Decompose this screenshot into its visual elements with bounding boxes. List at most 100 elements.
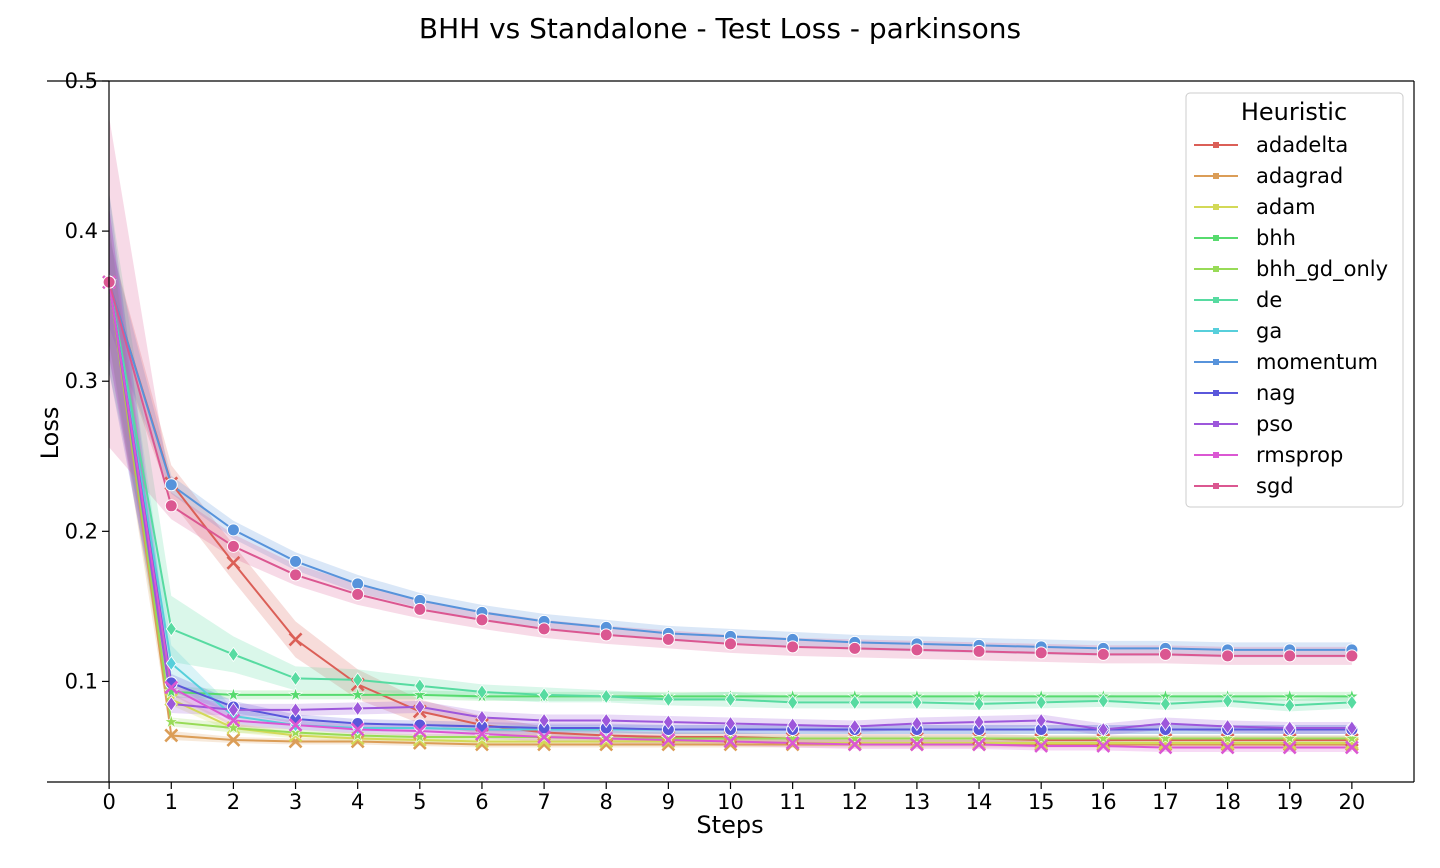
point-de-10 [725,691,736,708]
x-tick-label: 6 [475,790,488,814]
y-axis-label: Loss [36,407,64,460]
legend-item-adagrad: adagrad [1194,164,1343,188]
point-rmsprop-19 [1282,740,1297,755]
point-de-7 [538,687,550,703]
point-bhh-gd-only-15 [1033,730,1049,745]
point-sgd-5 [413,602,427,616]
point-momentum-1 [164,478,178,492]
point-bhh-gd-only-18 [1220,730,1236,745]
legend-swatch-marker [1213,142,1219,148]
point-bhh-gd-only-17 [1157,730,1174,745]
point-sgd-16 [1096,647,1110,661]
point-pso-5 [414,699,426,715]
x-tick-label: 7 [537,790,550,814]
point-rmsprop-20 [1344,740,1359,755]
legend-item-bhh-gd-only: bhh_gd_only [1194,257,1388,282]
y-axis-ticks: 0.1 0.2 0.3 0.4 0.5 [65,69,109,693]
point-de-8 [600,688,612,705]
x-tick-label: 16 [1090,790,1117,814]
x-tick-label: 3 [289,790,302,814]
x-tick-label: 11 [779,790,806,814]
x-tick-label: 15 [1028,790,1055,814]
point-adam-15 [1034,736,1049,750]
legend-box [1185,92,1404,508]
line-sgd [108,281,1352,657]
point-pso-9 [662,714,674,730]
point-adam-18 [1220,736,1235,750]
point-de-9 [662,691,674,708]
legend-label: bhh_gd_only [1256,257,1388,282]
legend-item-nag: nag [1194,381,1296,405]
point-sgd-10 [724,637,737,651]
x-tick-label: 18 [1214,790,1241,814]
legend-item-adadelta: adadelta [1194,133,1348,157]
band-momentum [109,237,1352,658]
x-tick-label: 10 [717,790,744,814]
point-de-19 [1284,697,1296,714]
point-sgd-3 [289,568,303,582]
point-adagrad-1 [164,728,179,743]
legend-swatch-marker [1213,328,1219,334]
point-rmsprop-9 [661,733,676,747]
point-rmsprop-2 [226,713,241,728]
point-de-2 [227,646,239,663]
legend-label: adam [1256,195,1316,219]
point-pso-2 [227,702,239,718]
legend-swatch-marker [1213,483,1219,489]
point-adadelta-3 [288,632,303,647]
point-adam-16 [1096,736,1111,750]
legend-label: ga [1256,319,1282,343]
point-sgd-12 [848,641,862,655]
point-de-12 [849,694,861,711]
point-bhh-gd-only-20 [1344,730,1360,745]
point-pso-15 [1035,712,1047,729]
point-adagrad-4 [350,734,365,749]
point-sgd-20 [1345,649,1359,663]
point-adam-7 [537,734,552,749]
legend-swatch-marker [1213,452,1219,458]
point-adam-17 [1158,736,1173,750]
point-sgd-9 [661,632,675,646]
point-de-16 [1097,693,1109,709]
point-rmsprop-14 [972,737,986,752]
point-de-18 [1222,693,1234,709]
x-tick-label: 12 [841,790,868,814]
point-adagrad-10 [723,737,738,752]
point-pso-20 [1346,720,1358,736]
point-bhh-gd-only-16 [1095,730,1111,745]
point-bhh-2 [225,686,241,702]
point-pso-13 [911,715,923,732]
point-de-13 [911,694,923,711]
point-de-1 [165,621,177,637]
point-pso-16 [1097,721,1109,738]
legend-item-adam: adam [1194,195,1316,219]
line-momentum [108,281,1352,651]
legend-item-sgd: sgd [1194,474,1294,498]
legend-label: pso [1256,412,1293,436]
point-bhh-5 [412,686,428,702]
point-sgd-17 [1158,647,1172,661]
point-pso-17 [1159,715,1171,732]
point-pso-10 [725,715,736,732]
x-tick-label: 1 [165,790,178,814]
y-tick-label: 0.5 [65,69,98,93]
x-tick-label: 20 [1338,790,1365,814]
band-sgd [109,117,1352,665]
point-de-14 [973,696,985,712]
legend-label: momentum [1256,350,1378,374]
point-sgd-1 [164,499,178,513]
point-sgd-14 [972,644,986,658]
legend-item-de: de [1194,288,1282,312]
point-pso-19 [1284,720,1296,736]
y-tick-label: 0.2 [65,519,98,543]
point-rmsprop-5 [412,724,427,738]
x-axis-ticks: 0 1 2 3 4 5 6 7 8 9 10 11 12 13 14 15 16 17 18 19 20 [102,782,1365,814]
point-sgd-7 [537,622,551,636]
y-tick-label: 0.3 [65,369,98,393]
legend-swatch-marker [1213,359,1219,365]
x-tick-label: 17 [1152,790,1179,814]
point-de-15 [1035,694,1047,711]
legend-label: rmsprop [1256,443,1343,467]
point-pso-18 [1222,718,1234,735]
